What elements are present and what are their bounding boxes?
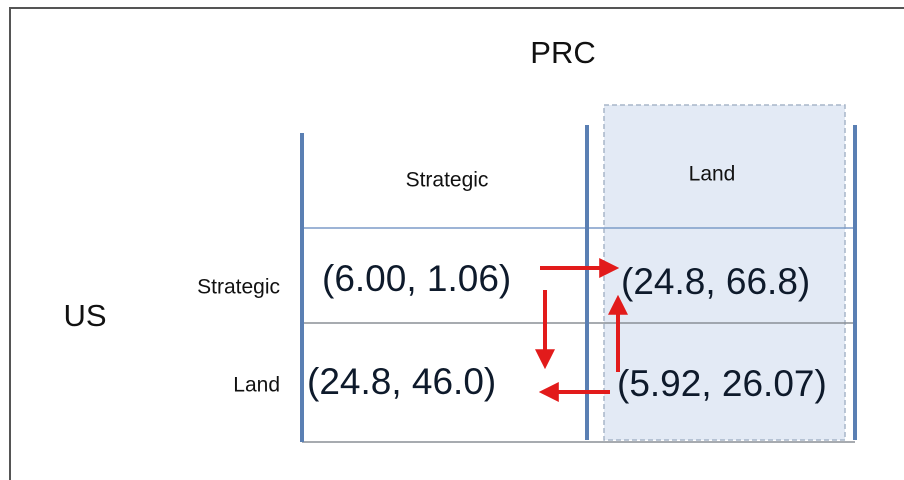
column-header: Strategic <box>406 169 489 192</box>
row-header: Strategic <box>197 276 280 299</box>
column-header: Land <box>689 163 736 186</box>
best-response-arrows <box>535 258 628 402</box>
payoff-cell: (6.00, 1.06) <box>322 258 511 299</box>
frame <box>9 7 904 480</box>
column-player: PRC <box>530 35 595 70</box>
payoff-cell: (24.8, 66.8) <box>621 261 810 302</box>
highlight <box>603 104 846 441</box>
payoff-cell: (5.92, 26.07) <box>617 363 827 404</box>
payoff-cell: (24.8, 46.0) <box>307 361 496 402</box>
row-header: Land <box>233 374 280 397</box>
row-player: US <box>63 298 106 333</box>
